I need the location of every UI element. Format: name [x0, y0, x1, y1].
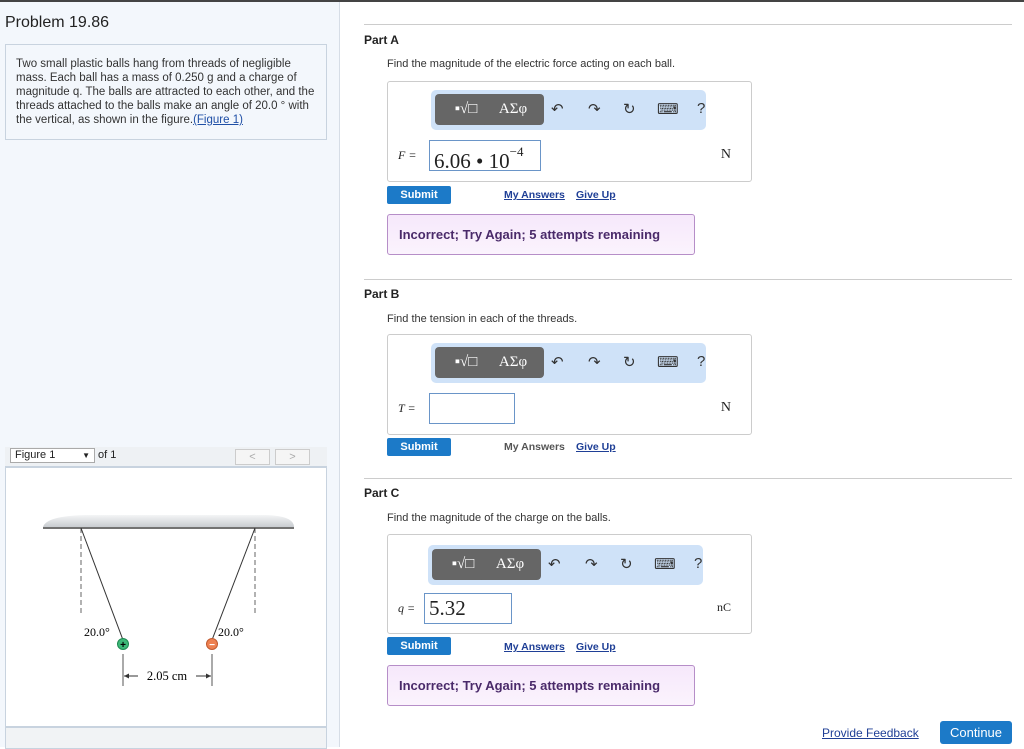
part-c-give-up-link[interactable]: Give Up — [576, 641, 616, 653]
part-c-submit-button[interactable]: Submit — [387, 637, 451, 655]
next-figure-button[interactable]: > — [275, 449, 310, 465]
force-answer-input[interactable]: 6.06 • 10−4 — [429, 140, 541, 173]
greek-symbols-button[interactable]: ΑΣφ — [482, 94, 544, 125]
prev-figure-button[interactable]: < — [235, 449, 270, 465]
reset-icon[interactable]: ↻ — [620, 556, 633, 573]
help-icon[interactable]: ? — [697, 100, 706, 117]
charge-variable-label: q = — [398, 601, 416, 615]
part-b-answer-box: ▪√□ ΑΣφ ↶ ↷ ↻ ⌨ ? T = N — [387, 334, 752, 435]
part-a-feedback: Incorrect; Try Again; 5 attempts remaini… — [387, 214, 695, 255]
dropdown-arrow-icon: ▼ — [82, 451, 90, 460]
top-border — [0, 0, 1024, 2]
undo-icon[interactable]: ↶ — [551, 354, 564, 371]
charge-answer-input[interactable]: 5.32 — [424, 593, 512, 624]
part-c-feedback: Incorrect; Try Again; 5 attempts remaini… — [387, 665, 695, 706]
force-variable-label: F = — [398, 148, 417, 162]
part-a-answer-box: ▪√□ ΑΣφ ↶ ↷ ↻ ⌨ ? F = 6.06 • 10−4 N — [387, 81, 752, 182]
part-c-divider — [364, 478, 1012, 479]
help-icon[interactable]: ? — [697, 353, 706, 370]
part-c-my-answers-link[interactable]: My Answers — [504, 641, 565, 653]
problem-title: Problem 19.86 — [5, 14, 110, 31]
redo-icon[interactable]: ↷ — [585, 556, 598, 573]
figure-footer — [5, 727, 327, 749]
problem-statement: Two small plastic balls hang from thread… — [5, 44, 327, 140]
part-b-question: Find the tension in each of the threads. — [387, 313, 578, 325]
part-b-give-up-link[interactable]: Give Up — [576, 441, 616, 453]
greek-symbols-button[interactable]: ΑΣφ — [482, 347, 544, 378]
part-a-question: Find the magnitude of the electric force… — [387, 58, 676, 70]
part-c-header: Part C — [364, 486, 400, 500]
greek-symbols-button[interactable]: ΑΣφ — [479, 549, 541, 580]
hanging-balls-diagram: + − 20.0° 20.0° 2.05 cm — [43, 515, 294, 686]
figure-toolbar: Figure 1 ▼ of 1 < > — [5, 447, 327, 467]
part-a-give-up-link[interactable]: Give Up — [576, 189, 616, 201]
undo-icon[interactable]: ↶ — [548, 556, 561, 573]
undo-icon[interactable]: ↶ — [551, 101, 564, 118]
tension-answer-input[interactable] — [429, 393, 515, 424]
right-thread — [211, 527, 256, 641]
tension-variable-label: T = — [398, 401, 416, 415]
keyboard-icon[interactable]: ⌨ — [654, 556, 676, 573]
part-b-my-answers-link[interactable]: My Answers — [504, 441, 565, 453]
minus-sign: − — [209, 640, 215, 651]
part-c-question: Find the magnitude of the charge on the … — [387, 512, 611, 524]
figure-count: of 1 — [98, 449, 117, 461]
tension-unit: N — [720, 400, 731, 415]
distance-label: 2.05 cm — [147, 669, 188, 683]
ceiling — [43, 515, 294, 527]
figure-link[interactable]: (Figure 1) — [193, 114, 243, 126]
figure-image: + − 20.0° 20.0° 2.05 cm — [5, 467, 327, 727]
figure-select[interactable]: Figure 1 ▼ — [10, 448, 95, 463]
keyboard-icon[interactable]: ⌨ — [657, 101, 679, 118]
plus-sign: + — [120, 640, 126, 651]
right-angle-label: 20.0° — [218, 625, 244, 639]
continue-button[interactable]: Continue — [940, 721, 1012, 744]
part-b-divider — [364, 279, 1012, 280]
left-thread — [80, 527, 124, 641]
answer-exponent: −4 — [509, 144, 524, 159]
reset-icon[interactable]: ↻ — [623, 101, 636, 118]
left-angle-label: 20.0° — [84, 625, 110, 639]
figure-select-value: Figure 1 — [15, 449, 56, 461]
math-toolbar: ▪√□ ΑΣφ ↶ ↷ ↻ ⌨ ? — [431, 343, 706, 383]
redo-icon[interactable]: ↷ — [588, 354, 601, 371]
force-unit: N — [720, 147, 731, 162]
part-a-my-answers-link[interactable]: My Answers — [504, 189, 565, 201]
part-a-submit-button[interactable]: Submit — [387, 186, 451, 204]
part-c-answer-box: ▪√□ ΑΣφ ↶ ↷ ↻ ⌨ ? q = 5.32 nC — [387, 534, 752, 634]
help-icon[interactable]: ? — [694, 555, 703, 572]
keyboard-icon[interactable]: ⌨ — [657, 354, 679, 371]
problem-panel: Problem 19.86 Two small plastic balls ha… — [0, 2, 340, 749]
part-b-submit-button[interactable]: Submit — [387, 438, 451, 456]
reset-icon[interactable]: ↻ — [623, 354, 636, 371]
provide-feedback-link[interactable]: Provide Feedback — [822, 726, 919, 740]
statement-text: Two small plastic balls hang from thread… — [16, 58, 315, 126]
part-b-header: Part B — [364, 287, 400, 301]
math-toolbar: ▪√□ ΑΣφ ↶ ↷ ↻ ⌨ ? — [431, 90, 706, 130]
negative-ball — [206, 638, 218, 650]
redo-icon[interactable]: ↷ — [588, 101, 601, 118]
math-toolbar: ▪√□ ΑΣφ ↶ ↷ ↻ ⌨ ? — [428, 545, 703, 585]
charge-unit: nC — [716, 600, 731, 614]
answer-value: 6.06 • 10 — [434, 149, 510, 173]
part-a-header: Part A — [364, 33, 399, 47]
positive-ball — [117, 638, 129, 650]
part-a-divider — [364, 24, 1012, 25]
